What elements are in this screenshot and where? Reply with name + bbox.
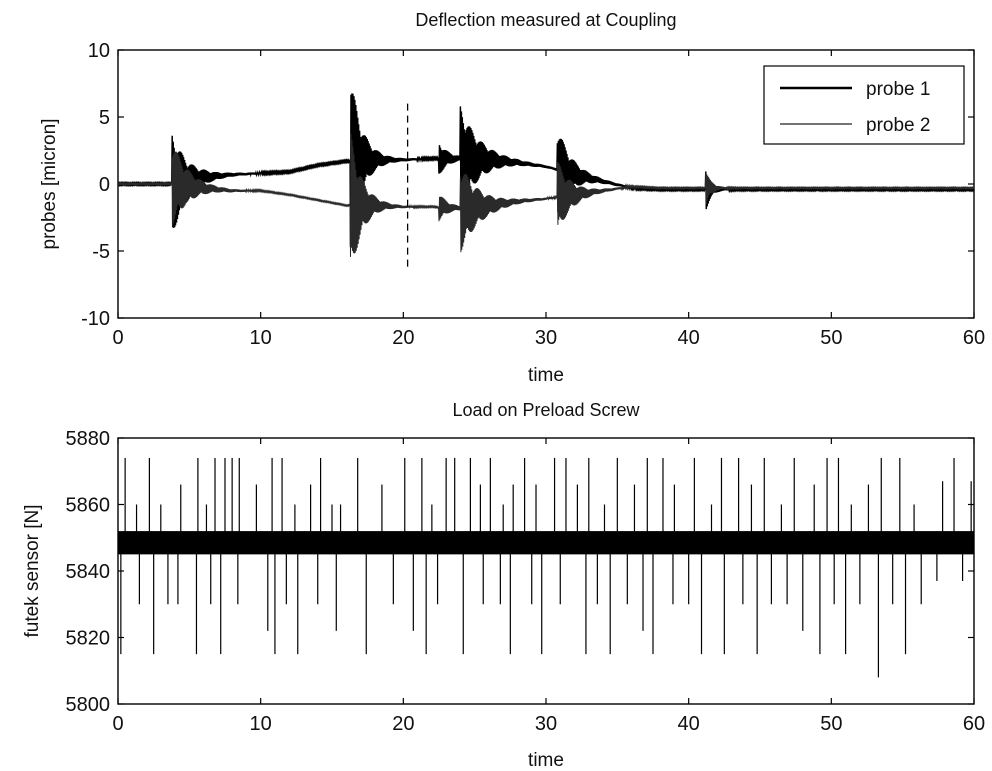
x-tick-label: 30 (535, 713, 557, 735)
y-tick-label: 5820 (66, 628, 111, 650)
y-tick-label: 5880 (66, 428, 111, 450)
y-tick-label: -10 (81, 308, 110, 330)
x-tick-label: 60 (963, 713, 985, 735)
series-line-probe-2 (117, 133, 975, 257)
x-tick-label: 50 (820, 713, 842, 735)
axes-frame-load (117, 437, 975, 705)
y-tick-label: -5 (92, 241, 110, 263)
plot-load: Load on Preload Screw 0 10 20 30 40 50 60 5880 5… (22, 400, 985, 771)
x-tick-label: 50 (820, 327, 842, 349)
x-tick-label: 30 (535, 327, 557, 349)
y-tick-label: 5800 (66, 694, 111, 716)
legend-label-probe-1: probe 1 (866, 79, 930, 100)
x-tick-label: 0 (112, 713, 123, 735)
x-tick-label: 40 (678, 327, 700, 349)
tick-labels-load: 0 10 20 30 40 50 60 5880 5860 5840 5820 5800 (66, 428, 986, 735)
x-axis-label-load: time (528, 750, 564, 771)
y-tick-label: 5 (99, 107, 110, 129)
legend-deflection: probe 1 probe 2 (763, 65, 965, 145)
chart-title-deflection: Deflection measured at Coupling (415, 10, 676, 30)
x-tick-label: 20 (392, 327, 414, 349)
legend-label-probe-2: probe 2 (866, 115, 930, 136)
chart-title-load: Load on Preload Screw (452, 400, 640, 420)
y-tick-label: 10 (88, 40, 110, 62)
y-axis-label-deflection: probes [micron] (39, 119, 60, 250)
series-load (118, 457, 974, 678)
y-tick-label: 5860 (66, 495, 111, 517)
x-tick-label: 0 (112, 327, 123, 349)
series-deflection (117, 93, 975, 257)
axis-ticks-load (117, 437, 975, 705)
x-tick-label: 10 (250, 327, 272, 349)
x-tick-label: 60 (963, 327, 985, 349)
x-tick-label: 10 (250, 713, 272, 735)
x-tick-label: 20 (392, 713, 414, 735)
legend-box (763, 65, 965, 145)
x-axis-label-deflection: time (528, 365, 564, 386)
y-tick-label: 0 (99, 174, 110, 196)
y-axis-label-load: futek sensor [N] (22, 504, 43, 637)
plot-deflection: Deflection measured at Coupling 0 10 20 30 4… (39, 10, 985, 386)
y-tick-label: 5840 (66, 561, 111, 583)
x-tick-label: 40 (678, 713, 700, 735)
